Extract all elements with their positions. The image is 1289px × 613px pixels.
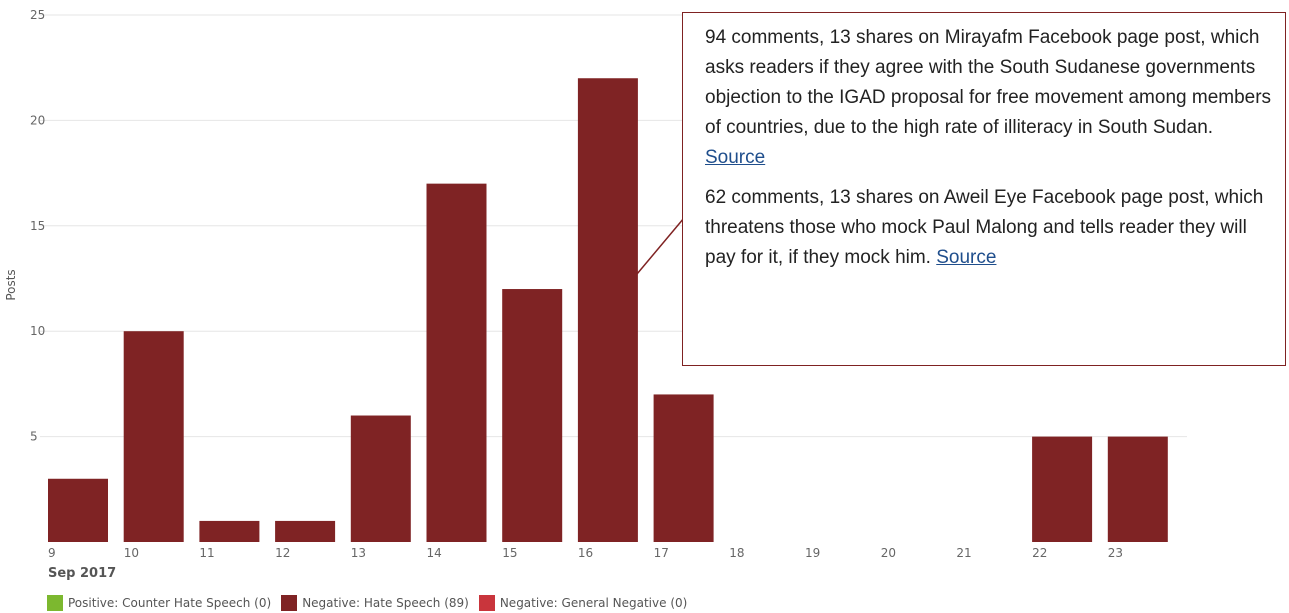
legend-label-negative-general: Negative: General Negative (0) (499, 596, 688, 610)
bars (48, 78, 1168, 543)
annotation-note-1-text: 94 comments, 13 shares on Mirayafm Faceb… (705, 27, 1272, 138)
x-tick-label: 9 (48, 546, 56, 560)
legend: Positive: Counter Hate Speech (0) Negati… (47, 595, 697, 611)
bar-sep-16[interactable] (577, 78, 638, 543)
y-tick-label: 5 (30, 430, 38, 444)
x-tick-label: 11 (199, 546, 214, 560)
x-tick-label: 23 (1108, 546, 1123, 560)
x-tick-label: 17 (654, 546, 669, 560)
x-tick-label: 13 (351, 546, 366, 560)
x-tick-label: 10 (124, 546, 139, 560)
bar-sep-23[interactable] (1107, 436, 1168, 542)
x-tick-label: 15 (502, 546, 517, 560)
annotation-connector-line (636, 217, 685, 275)
annotation-box: 94 comments, 13 shares on Mirayafm Faceb… (682, 12, 1286, 366)
bar-sep-11[interactable] (199, 520, 260, 542)
bar-sep-13[interactable] (350, 415, 411, 542)
annotation-note-2-text: 62 comments, 13 shares on Aweil Eye Face… (705, 187, 1264, 268)
y-tick-label: 15 (30, 219, 45, 233)
x-tick-label: 19 (805, 546, 820, 560)
legend-item-negative-general[interactable]: Negative: General Negative (0) (478, 595, 688, 611)
bar-sep-15[interactable] (502, 289, 563, 542)
x-tick-label: 12 (275, 546, 290, 560)
bar-sep-22[interactable] (1032, 436, 1093, 542)
legend-label-positive: Positive: Counter Hate Speech (0) (68, 596, 272, 610)
y-axis-ticks: 5 10 15 20 25 (30, 8, 45, 444)
x-tick-label: 21 (956, 546, 971, 560)
annotation-note-1-source-link[interactable]: Source (705, 147, 766, 168)
x-tick-label: 20 (881, 546, 896, 560)
legend-item-positive-counter[interactable]: Positive: Counter Hate Speech (0) (47, 595, 271, 611)
bar-sep-17[interactable] (653, 394, 714, 542)
legend-label-negative-hate: Negative: Hate Speech (89) (302, 596, 469, 610)
annotation-note-2: 62 comments, 13 shares on Aweil Eye Face… (705, 183, 1275, 273)
legend-item-negative-hate[interactable]: Negative: Hate Speech (89) (281, 595, 469, 611)
y-tick-label: 10 (30, 324, 45, 338)
bar-sep-10[interactable] (123, 331, 184, 542)
legend-swatch-negative-hate (281, 595, 298, 611)
legend-swatch-positive (47, 595, 63, 611)
x-tick-label: 22 (1032, 546, 1047, 560)
x-tick-label: 18 (729, 546, 744, 560)
bar-sep-14[interactable] (426, 183, 487, 542)
annotation-note-1: 94 comments, 13 shares on Mirayafm Faceb… (705, 23, 1275, 173)
x-axis-ticks: 9 10 11 12 13 14 15 16 17 18 19 20 21 22 23 (48, 546, 1123, 560)
y-tick-label: 20 (30, 113, 45, 127)
x-axis-month-label: Sep 2017 (48, 566, 117, 581)
bar-sep-9[interactable] (48, 478, 108, 542)
x-tick-label: 14 (427, 546, 442, 560)
bar-sep-12[interactable] (275, 520, 336, 542)
x-tick-label: 16 (578, 546, 593, 560)
y-tick-label: 25 (30, 8, 45, 22)
legend-swatch-negative-general (478, 595, 495, 611)
y-axis-label: Posts (4, 269, 18, 300)
annotation-note-2-source-link[interactable]: Source (936, 247, 997, 268)
